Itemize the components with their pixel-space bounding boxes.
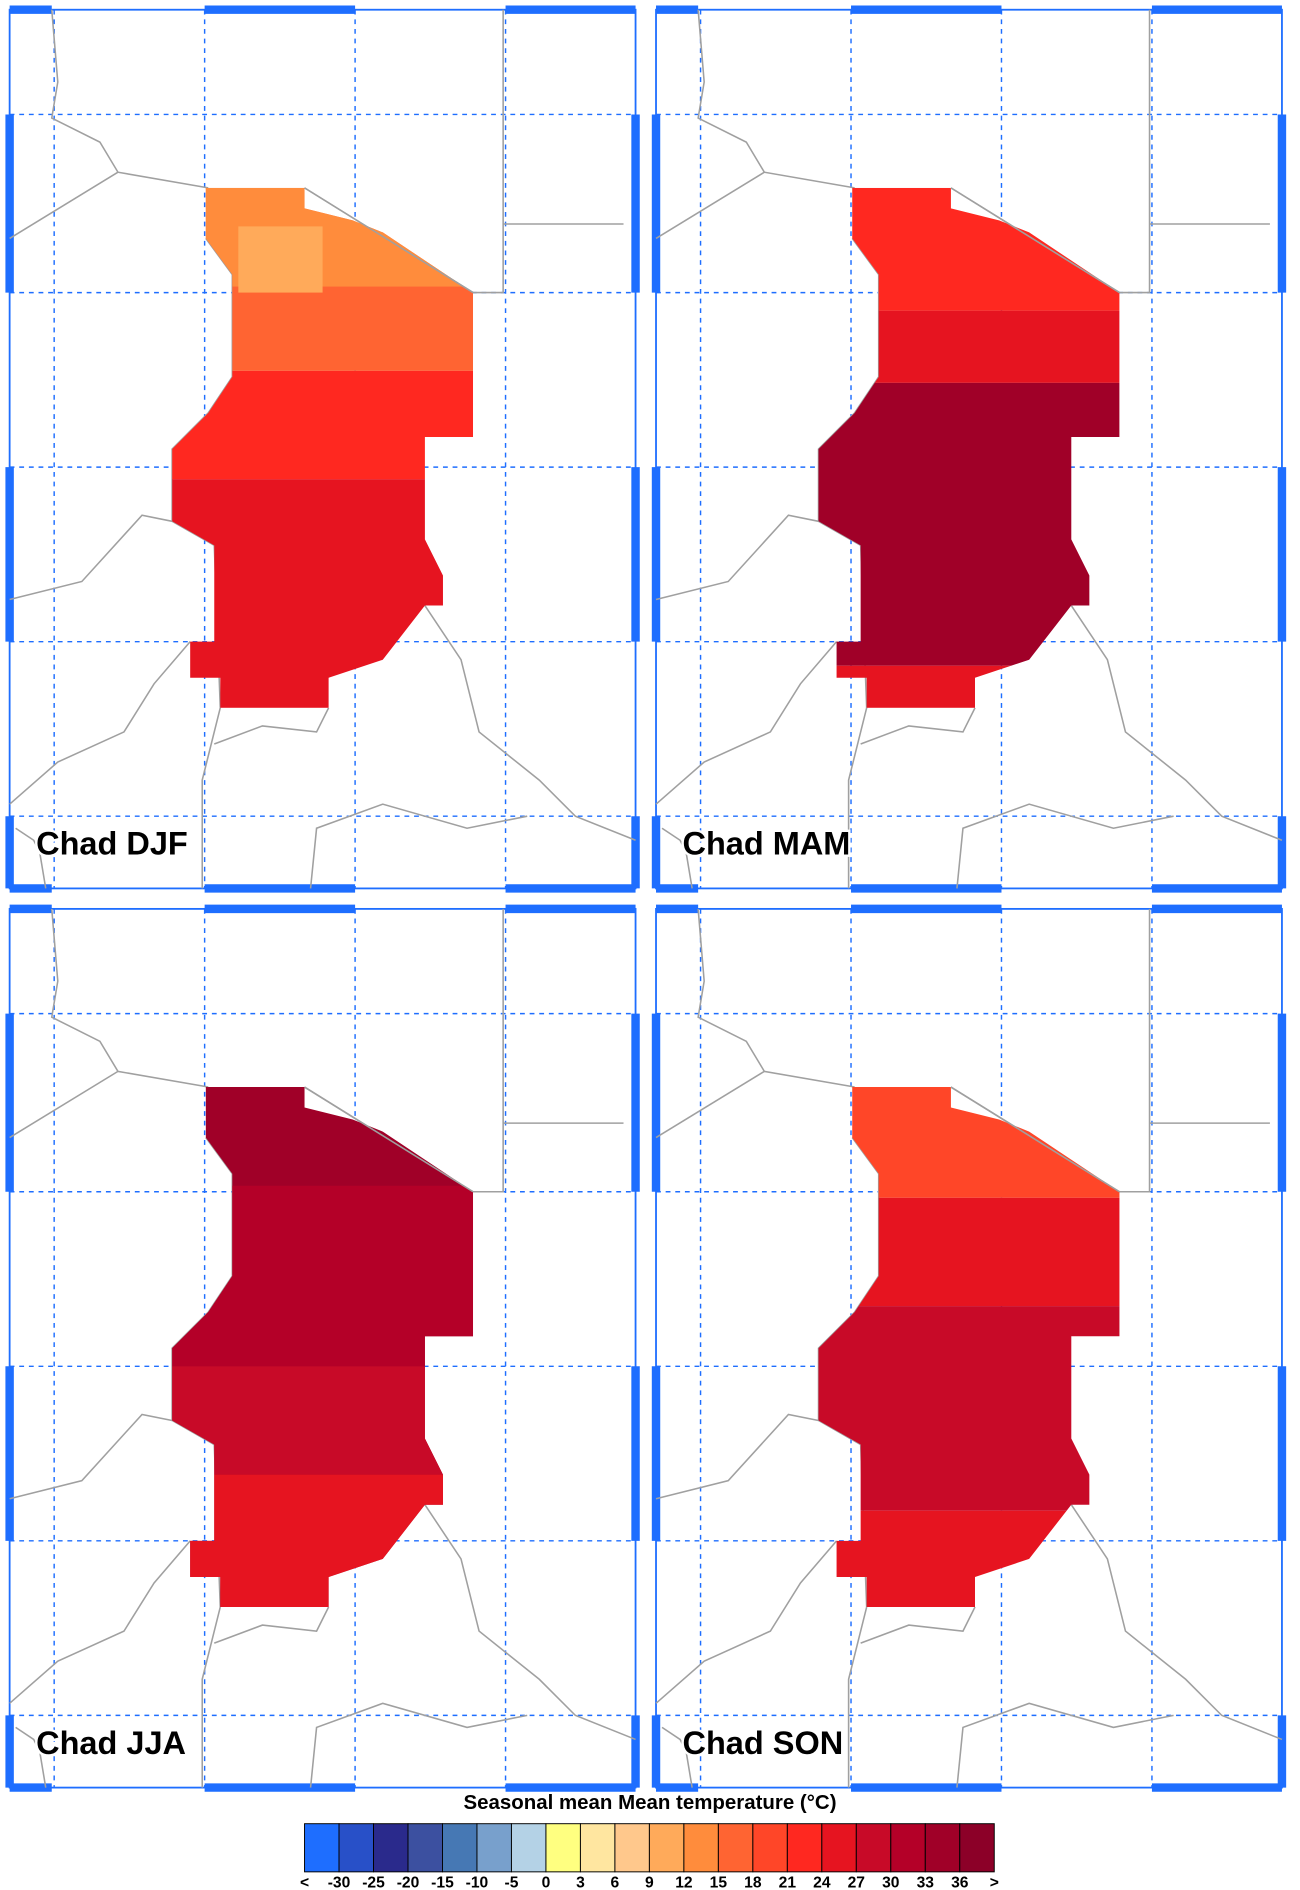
panel-title: Chad SON bbox=[683, 1725, 844, 1761]
colorbar-box bbox=[579, 1823, 616, 1873]
colorbar-box bbox=[648, 1823, 685, 1873]
colorbar-label: -25 bbox=[362, 1875, 385, 1890]
colorbar-label: -10 bbox=[466, 1875, 489, 1890]
colorbar-box bbox=[855, 1823, 892, 1873]
colorbar-box bbox=[510, 1823, 547, 1873]
colorbar-box bbox=[545, 1823, 581, 1873]
colorbar-label: 24 bbox=[813, 1875, 831, 1890]
country-border bbox=[304, 187, 474, 294]
map-panel: Chad DJF bbox=[10, 10, 636, 889]
colorbar-box bbox=[304, 1823, 340, 1873]
colorbar-label: -15 bbox=[431, 1875, 454, 1890]
panel-title: Chad DJF bbox=[36, 826, 188, 862]
colorbar-label: 21 bbox=[779, 1875, 797, 1890]
colorbar-title: Seasonal mean Mean temperature (°C) bbox=[463, 1791, 836, 1814]
map-panel: Chad SON bbox=[656, 909, 1282, 1788]
field-cells bbox=[818, 1306, 1120, 1511]
colorbar-box bbox=[407, 1823, 443, 1873]
colorbar-box bbox=[752, 1823, 788, 1873]
panel-title: Chad JJA bbox=[36, 1725, 186, 1761]
map-panel: Chad MAM bbox=[656, 10, 1282, 889]
map-panel: Chad JJA bbox=[10, 909, 636, 1788]
colorbar-box bbox=[373, 1823, 409, 1873]
colorbar-label: -30 bbox=[328, 1875, 351, 1890]
field-cells bbox=[172, 1366, 474, 1475]
colorbar-label: > bbox=[990, 1875, 999, 1890]
colorbar-label: 27 bbox=[848, 1875, 865, 1890]
colorbar-box bbox=[614, 1823, 650, 1873]
country-border bbox=[304, 1086, 474, 1193]
colorbar-label: 12 bbox=[675, 1875, 693, 1890]
country-border bbox=[950, 1086, 1120, 1193]
colorbar-label: 18 bbox=[744, 1875, 762, 1890]
colorbar-box bbox=[786, 1823, 823, 1873]
colorbar-label: 6 bbox=[611, 1875, 620, 1890]
field-cells bbox=[238, 226, 323, 293]
colorbar-label: -5 bbox=[505, 1875, 519, 1890]
colorbar-label: 33 bbox=[917, 1875, 935, 1890]
colorbar-box bbox=[476, 1823, 512, 1873]
colorbar-label: < bbox=[300, 1875, 309, 1890]
colorbar-box bbox=[683, 1823, 719, 1873]
colorbar-box bbox=[924, 1823, 961, 1873]
colorbar-label: 9 bbox=[645, 1875, 654, 1890]
colorbar-box bbox=[959, 1823, 995, 1873]
colorbar-label: 3 bbox=[576, 1875, 585, 1890]
colorbar-box bbox=[338, 1823, 374, 1873]
colorbar-box bbox=[717, 1823, 754, 1873]
colorbar-label: 15 bbox=[710, 1875, 728, 1890]
colorbar-box bbox=[442, 1823, 478, 1873]
colorbar-label: 0 bbox=[542, 1875, 551, 1890]
colorbar-label: -20 bbox=[397, 1875, 420, 1890]
colorbar-box bbox=[821, 1823, 857, 1873]
colorbar-label: 36 bbox=[951, 1875, 969, 1890]
country-border bbox=[950, 187, 1120, 294]
colorbar-label: 30 bbox=[882, 1875, 900, 1890]
panel-title: Chad MAM bbox=[683, 826, 851, 862]
colorbar-box bbox=[890, 1823, 926, 1873]
